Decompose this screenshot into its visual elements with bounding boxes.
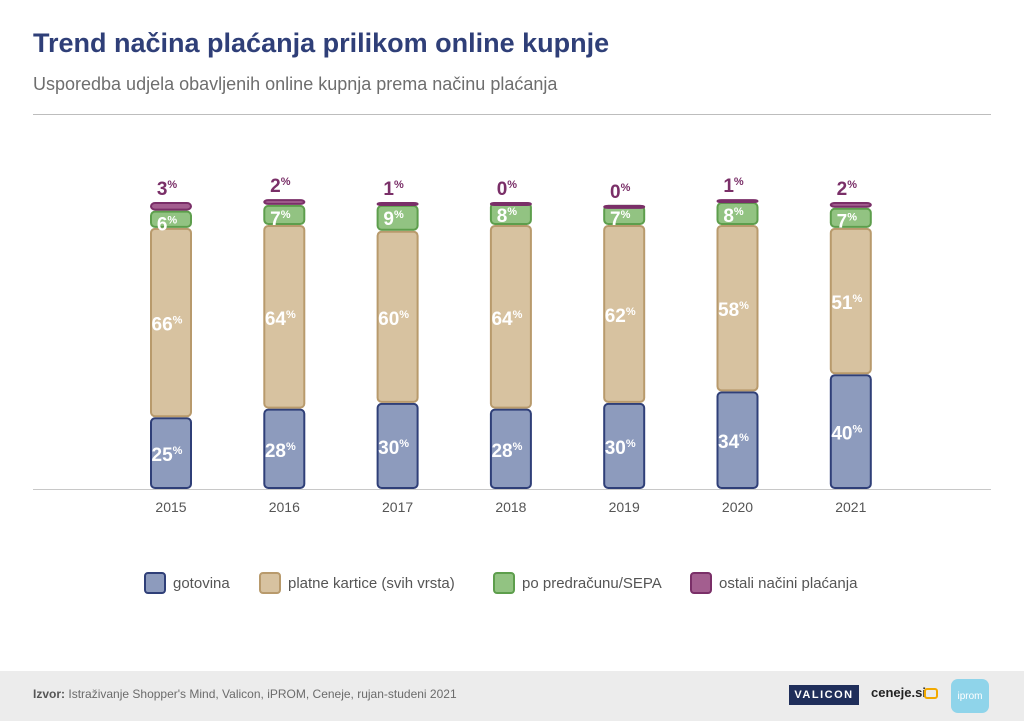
legend-item-po-predracunu-sepa: po predračunu/SEPA (493, 570, 662, 596)
bar-segment-platne-kartice-svih-vrsta-2017 (376, 230, 419, 403)
data-label-ostali-nacini-placanja-2019: 0% (610, 182, 631, 203)
data-label-platne-kartice-svih-vrsta-2021: 51% (831, 293, 862, 314)
legend-swatch-platne-kartice-svih-vrsta (259, 572, 281, 594)
bar-segment-gotovina-2020 (716, 391, 759, 490)
stacked-bar-chart: 25% 66% 6% 3% 2015 28% 64% 7% 2% 2016 30% 60% 9% 1% 20… (33, 176, 991, 515)
iprom-logo: iprom (951, 679, 989, 713)
data-label-platne-kartice-svih-vrsta-2018: 64% (491, 309, 522, 330)
data-label-platne-kartice-svih-vrsta-2017: 60% (378, 309, 409, 330)
bar-segment-ostali-nacini-placanja-2017 (376, 202, 419, 206)
bar-segment-ostali-nacini-placanja-2021 (829, 202, 872, 208)
data-label-po-predracunu-sepa-2018: 8% (497, 206, 518, 227)
data-label-ostali-nacini-placanja-2020: 1% (723, 176, 744, 197)
legend-label-gotovina: gotovina (173, 574, 230, 592)
data-label-gotovina-2020: 34% (718, 432, 749, 453)
source-label: Izvor: (33, 687, 66, 701)
bar-segment-ostali-nacini-placanja-2015 (150, 202, 192, 211)
bar-segment-gotovina-2021 (829, 374, 872, 490)
bar-segment-po-predracunu-sepa-2021 (829, 207, 872, 228)
footer: Izvor: Istraživanje Shopper's Mind, Vali… (0, 671, 1024, 721)
bar-segment-ostali-nacini-placanja-2018 (489, 202, 532, 206)
legend-item-ostali-nacini-placanja: ostali načini plaćanja (690, 570, 857, 596)
bar-segment-po-predracunu-sepa-2015 (150, 210, 192, 228)
chart-legend: gotovina platne kartice (svih vrsta) po pr… (0, 570, 1024, 598)
data-label-po-predracunu-sepa-2015: 6% (157, 215, 178, 236)
data-label-platne-kartice-svih-vrsta-2016: 64% (265, 309, 296, 330)
bar-segment-ostali-nacini-placanja-2020 (716, 199, 759, 204)
bar-segment-platne-kartice-svih-vrsta-2018 (489, 224, 532, 409)
ceneje-logo: ceneje.si (871, 685, 926, 700)
data-label-ostali-nacini-placanja-2017: 1% (383, 179, 404, 200)
legend-swatch-po-predracunu-sepa (493, 572, 515, 594)
x-tick-label-2017: 2017 (382, 499, 413, 515)
x-tick-label-2021: 2021 (835, 499, 866, 515)
legend-item-platne-kartice-svih-vrsta: platne kartice (svih vrsta) (259, 570, 455, 596)
bar-segment-gotovina-2016 (263, 408, 306, 490)
legend-label-po-predracunu-sepa: po predračunu/SEPA (522, 574, 662, 592)
x-tick-label-2015: 2015 (155, 499, 186, 515)
data-label-gotovina-2016: 28% (265, 441, 296, 462)
data-label-po-predracunu-sepa-2017: 9% (383, 209, 404, 230)
data-label-platne-kartice-svih-vrsta-2019: 62% (605, 306, 636, 327)
data-label-gotovina-2018: 28% (491, 441, 522, 462)
x-tick-label-2016: 2016 (269, 499, 300, 515)
data-label-ostali-nacini-placanja-2018: 0% (497, 179, 518, 200)
bar-segment-platne-kartice-svih-vrsta-2015 (150, 227, 192, 418)
data-label-platne-kartice-svih-vrsta-2020: 58% (718, 300, 749, 321)
x-tick-label-2020: 2020 (722, 499, 753, 515)
bar-segment-po-predracunu-sepa-2016 (263, 204, 306, 225)
bar-segment-platne-kartice-svih-vrsta-2021 (829, 227, 872, 375)
data-label-po-predracunu-sepa-2021: 7% (837, 212, 858, 233)
legend-label-ostali-nacini-placanja: ostali načini plaćanja (719, 574, 858, 592)
data-label-po-predracunu-sepa-2016: 7% (270, 209, 291, 230)
bar-segment-platne-kartice-svih-vrsta-2016 (263, 224, 306, 409)
bar-segment-ostali-nacini-placanja-2019 (603, 204, 646, 209)
bar-segment-platne-kartice-svih-vrsta-2019 (603, 224, 646, 403)
data-label-gotovina-2021: 40% (831, 424, 862, 445)
x-tick-label-2018: 2018 (495, 499, 526, 515)
data-label-platne-kartice-svih-vrsta-2015: 66% (152, 315, 183, 336)
bar-segment-ostali-nacini-placanja-2016 (263, 199, 306, 205)
chart-subtitle: Usporedba udjela obavljenih online kupnj… (33, 74, 558, 94)
data-label-gotovina-2017: 30% (378, 438, 409, 459)
valicon-logo: VALICON (789, 685, 859, 705)
bar-segment-gotovina-2018 (489, 408, 532, 490)
source-note: Izvor: Istraživanje Shopper's Mind, Vali… (33, 687, 457, 701)
x-tick-label-2019: 2019 (609, 499, 640, 515)
data-label-ostali-nacini-placanja-2016: 2% (270, 176, 291, 197)
source-text: Istraživanje Shopper's Mind, Valicon, iP… (68, 687, 457, 701)
bar-segment-gotovina-2019 (603, 402, 646, 489)
data-label-gotovina-2015: 25% (152, 445, 183, 466)
ceneje-logo-mark (924, 688, 938, 699)
legend-swatch-gotovina (144, 572, 166, 594)
data-label-po-predracunu-sepa-2019: 7% (610, 209, 631, 230)
data-label-po-predracunu-sepa-2020: 8% (723, 206, 744, 227)
chart-title: Trend načina plaćanja prilikom online ku… (33, 28, 610, 58)
legend-label-platne-kartice-svih-vrsta: platne kartice (svih vrsta) (288, 574, 455, 592)
title-divider (33, 114, 991, 115)
legend-swatch-ostali-nacini-placanja (690, 572, 712, 594)
bar-segment-platne-kartice-svih-vrsta-2020 (716, 224, 759, 392)
legend-item-gotovina: gotovina (144, 570, 230, 596)
data-label-ostali-nacini-placanja-2015: 3% (157, 179, 178, 200)
data-label-gotovina-2019: 30% (605, 438, 636, 459)
bar-segment-gotovina-2015 (150, 417, 192, 489)
bar-segment-gotovina-2017 (376, 402, 419, 489)
data-label-ostali-nacini-placanja-2021: 2% (837, 179, 858, 200)
